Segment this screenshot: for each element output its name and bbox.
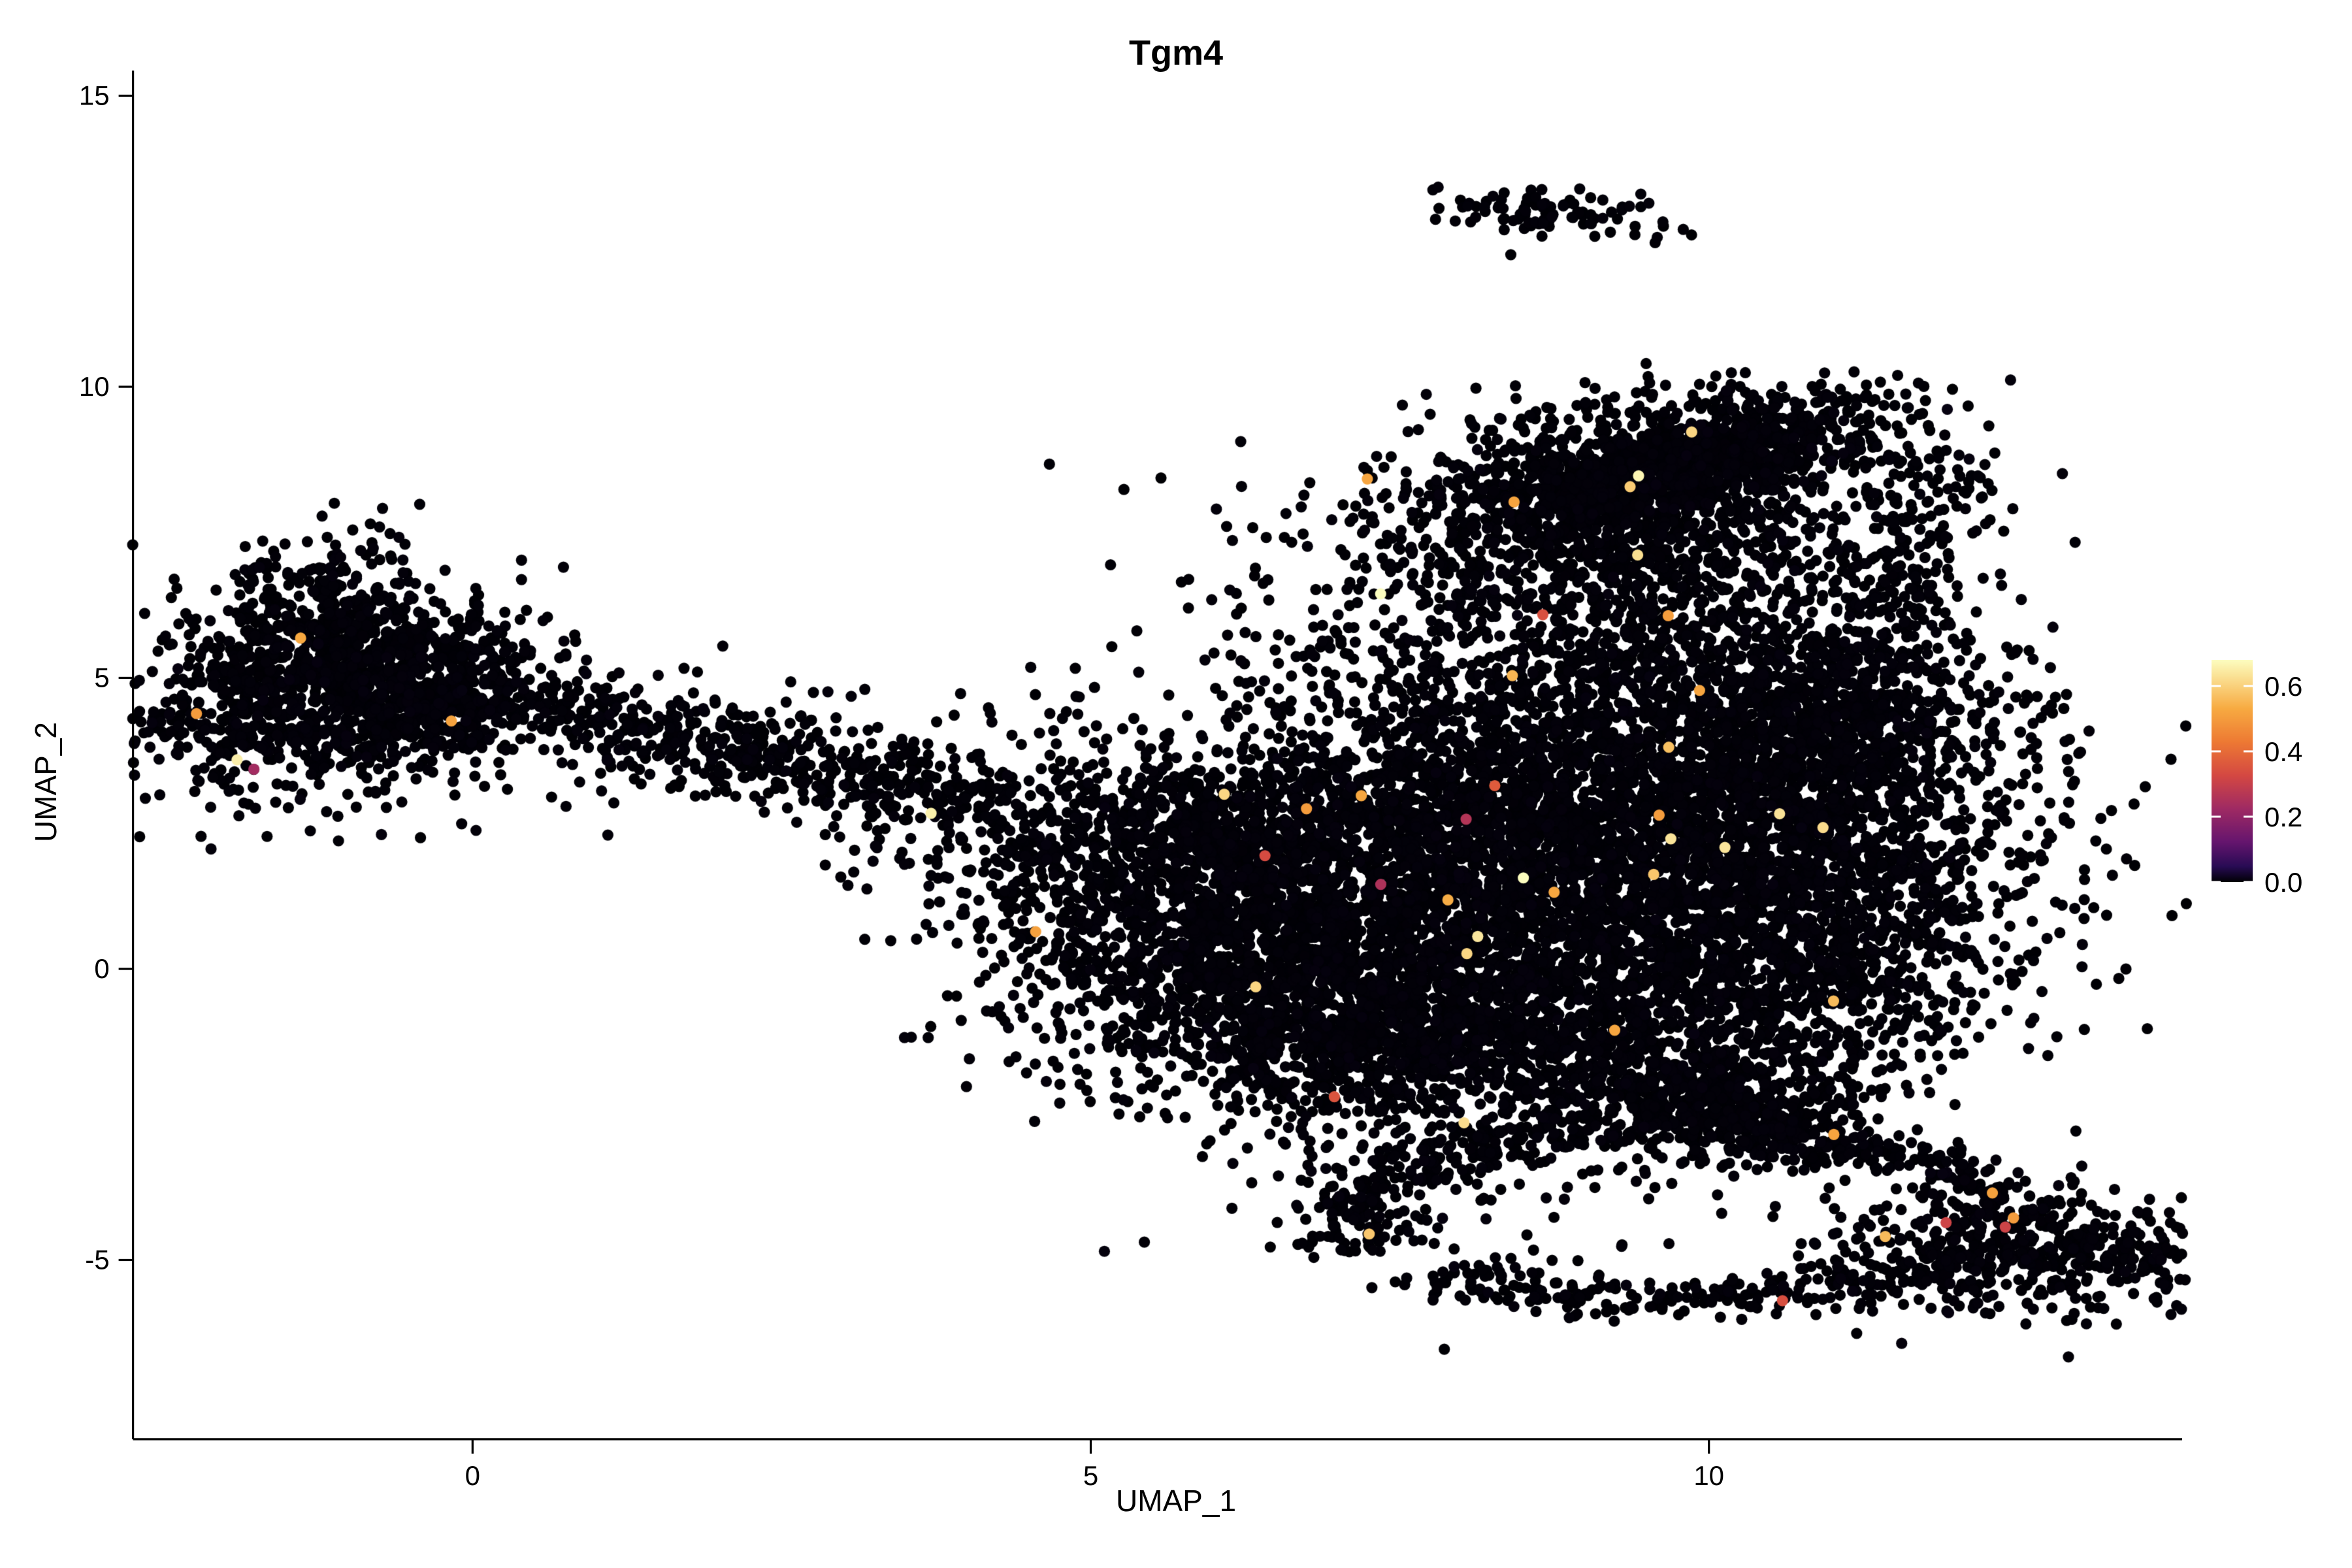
svg-text:0.4: 0.4 bbox=[2264, 736, 2302, 767]
svg-text:0.2: 0.2 bbox=[2264, 802, 2302, 832]
svg-text:0: 0 bbox=[465, 1460, 480, 1491]
svg-text:5: 5 bbox=[94, 662, 109, 693]
svg-text:-5: -5 bbox=[85, 1245, 109, 1275]
svg-text:0: 0 bbox=[94, 953, 109, 984]
svg-text:10: 10 bbox=[79, 371, 110, 402]
svg-text:0.6: 0.6 bbox=[2264, 671, 2302, 702]
svg-text:0.0: 0.0 bbox=[2264, 867, 2302, 898]
svg-text:5: 5 bbox=[1083, 1460, 1098, 1491]
svg-text:10: 10 bbox=[1693, 1460, 1724, 1491]
svg-text:15: 15 bbox=[79, 80, 110, 111]
